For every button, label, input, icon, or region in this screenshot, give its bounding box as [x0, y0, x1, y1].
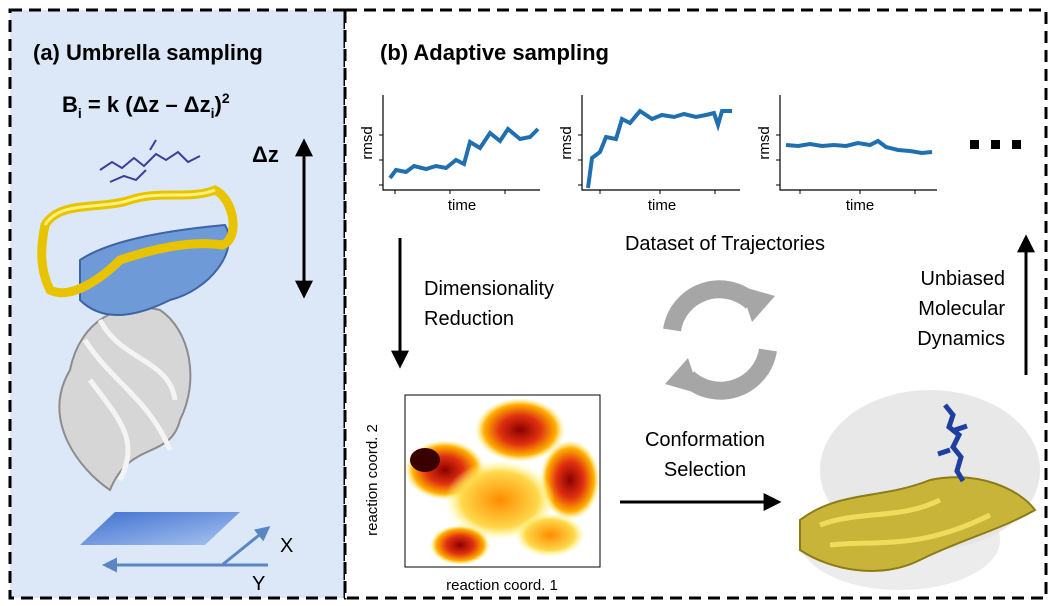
text-line: Dynamics — [917, 328, 1005, 350]
text-line: Molecular — [918, 298, 1005, 320]
formula: Bi = k (Δz – Δzi)2 — [62, 90, 230, 121]
formula-part: = k (Δz – Δz — [82, 92, 211, 117]
formula-part: 2 — [222, 90, 230, 106]
x-label: reaction coord. 1 — [446, 577, 558, 594]
text-line: Unbiased — [920, 268, 1005, 290]
x-label: X — [280, 535, 293, 557]
dataset-label: Dataset of Trajectories — [625, 233, 825, 255]
x-label: time — [846, 197, 874, 214]
formula-part: B — [62, 92, 78, 117]
text-line: Conformation — [645, 429, 765, 451]
ellipsis — [970, 140, 1021, 149]
figure: (a) Umbrella sampling Bi = k (Δz – Δzi)2… — [0, 0, 1056, 606]
md-label: Unbiased Molecular Dynamics — [917, 268, 1005, 350]
panel-a-title: (a) Umbrella sampling — [33, 40, 263, 65]
panel-b-title: (b) Adaptive sampling — [380, 40, 609, 65]
y-label: rmsd — [558, 126, 575, 159]
y-label: reaction coord. 2 — [364, 424, 381, 536]
dz-label: Δz — [252, 142, 279, 167]
y-label: rmsd — [359, 126, 376, 159]
x-label: time — [448, 197, 476, 214]
formula-part: ) — [215, 92, 222, 117]
x-label: time — [648, 197, 676, 214]
y-label: rmsd — [756, 126, 773, 159]
text-line: Dimensionality — [424, 278, 554, 300]
text-line: Reduction — [424, 308, 514, 330]
text-line: Selection — [664, 459, 746, 481]
y-label: Y — [252, 573, 265, 595]
